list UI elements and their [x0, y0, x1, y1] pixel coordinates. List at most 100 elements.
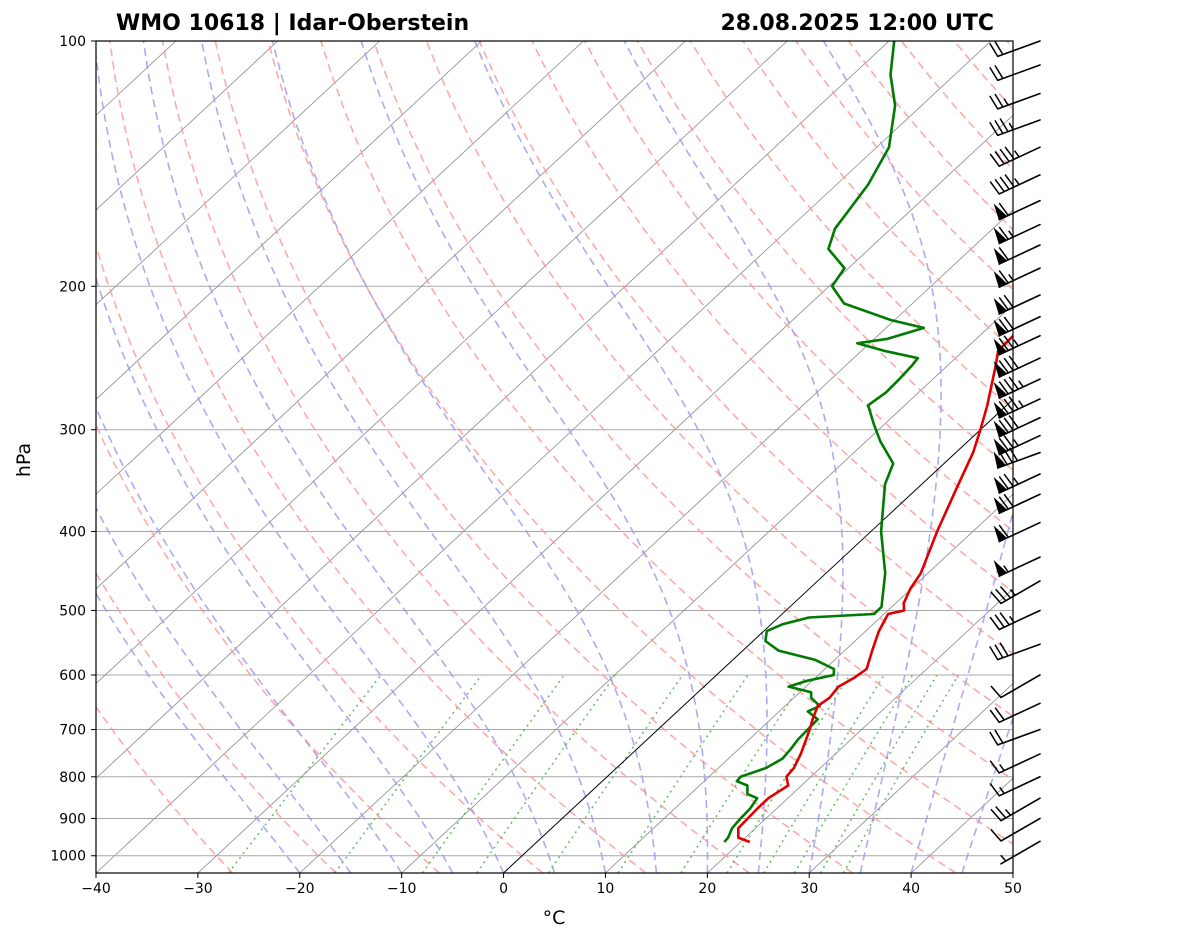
wind-barb-full [999, 176, 1010, 190]
chart-title-station: WMO 10618 | Idar-Oberstein [116, 11, 469, 36]
wind-barb [993, 294, 1041, 315]
isotherm--50 [96, 41, 890, 779]
dry-adiabat--10 [96, 423, 440, 873]
wind-barb-flag [993, 203, 1008, 221]
wind-barb-full [998, 270, 1009, 284]
y-tick-label: 800 [59, 770, 86, 786]
wind-barb [993, 473, 1041, 494]
x-tick-label: 40 [902, 881, 920, 897]
x-tick-label: −10 [387, 881, 417, 897]
wind-barb [990, 580, 1041, 605]
wind-barb [990, 817, 1041, 842]
wind-barb-full [998, 202, 1009, 216]
wind-barb-full [998, 476, 1009, 490]
isotherm-30 [808, 683, 1013, 873]
wind-barb-full [989, 42, 999, 57]
y-tick-label: 700 [59, 723, 86, 739]
wind-barb-staff [998, 174, 1041, 195]
wind-barb-full [995, 805, 1007, 819]
isotherm--100 [96, 41, 380, 306]
wind-barb-full [999, 118, 1009, 132]
moist-adiabat--5 [96, 275, 454, 873]
x-tick-label: 0 [499, 881, 508, 897]
wind-barb-full [989, 95, 999, 110]
dry-adiabat-70 [425, 41, 1013, 718]
wind-barb-half [1009, 588, 1016, 596]
dry-adiabat-10 [109, 41, 647, 873]
wind-barb-half [1013, 477, 1019, 485]
wind-barb-flag [993, 438, 1008, 456]
wind-barb-full [989, 731, 999, 746]
wind-barb-flag [993, 420, 1008, 438]
wind-barb-staff [998, 702, 1041, 724]
wind-barb-half [1013, 439, 1019, 447]
wind-barb [989, 174, 1041, 195]
wind-barb [990, 797, 1041, 822]
wind-barb [989, 609, 1041, 631]
wind-barb-full [998, 247, 1009, 261]
isotherm-10 [605, 493, 1013, 873]
mixing-ratio-line-3 [476, 674, 616, 873]
wind-barb-flag [993, 297, 1008, 315]
wind-barb-flag [993, 360, 1008, 378]
wind-barb-full [990, 808, 1002, 822]
wind-barb-staff [996, 40, 1041, 58]
wind-barb-full [998, 496, 1009, 510]
dry-adiabat-60 [372, 41, 1013, 781]
wind-barb [989, 702, 1041, 724]
temperature-profile-line [737, 333, 1013, 844]
wind-barb [993, 396, 1041, 419]
y-axis-label: hPa [13, 443, 35, 477]
wind-barb-staff [998, 609, 1041, 631]
isotherm--110 [96, 41, 279, 211]
wind-barb [993, 434, 1041, 456]
wind-barb-full [1008, 415, 1019, 429]
wind-barb-flag [993, 401, 1008, 419]
wind-barb [1000, 840, 1041, 865]
wind-barb-half [1014, 150, 1020, 158]
wind-barb [993, 199, 1041, 221]
y-tick-label: 100 [59, 34, 86, 50]
wind-barb-staff [1000, 817, 1041, 842]
wind-barb-flag [993, 497, 1008, 514]
wind-barb-staff [998, 146, 1041, 168]
wind-barb [993, 315, 1041, 337]
wind-barb-full [989, 181, 1000, 195]
moist-adiabat-20 [360, 41, 709, 873]
wind-barb-full [1003, 435, 1014, 449]
dry-adiabat-120 [689, 41, 1013, 411]
mixing-ratio-line-2 [421, 674, 565, 873]
wind-barb-full [990, 828, 1002, 842]
wind-barb [989, 118, 1041, 137]
wind-barb-staff [998, 753, 1041, 774]
y-tick-label: 500 [59, 603, 86, 619]
dewpoint-profile-line [723, 41, 926, 843]
wind-barb-staff [1000, 840, 1041, 865]
wind-barb-half [1018, 400, 1024, 408]
wind-barb-half [1003, 565, 1009, 573]
moist-adiabat-35 [822, 41, 942, 873]
wind-barb [989, 64, 1041, 82]
x-axis: −40 −30 −20 −10 0 10 20 30 40 50 [81, 873, 1022, 897]
wind-barb-half [1014, 178, 1020, 186]
wind-barb-full [999, 642, 1009, 657]
wind-barb-flag [993, 338, 1008, 356]
wind-barb-full [994, 614, 1005, 628]
wind-barb-full [1004, 146, 1015, 160]
y-tick-label: 900 [59, 811, 86, 827]
wind-barb-half [1018, 380, 1024, 388]
wind-barb-full [994, 644, 1004, 659]
mixing-ratio-line-5 [547, 674, 684, 873]
wind-barb-staff [1000, 674, 1041, 699]
mixing-ratio-line-32 [842, 674, 960, 873]
wind-barb-half [1004, 808, 1012, 816]
wind-barb-full [998, 337, 1009, 351]
wind-barb-half [1008, 273, 1014, 282]
wind-barb-full [1003, 493, 1014, 508]
dry-adiabat--20 [96, 571, 337, 873]
wind-barb-flag [993, 227, 1008, 245]
x-axis-label: °C [543, 907, 566, 929]
wind-barb-flag [993, 271, 1008, 288]
wind-barb-full [998, 226, 1009, 240]
